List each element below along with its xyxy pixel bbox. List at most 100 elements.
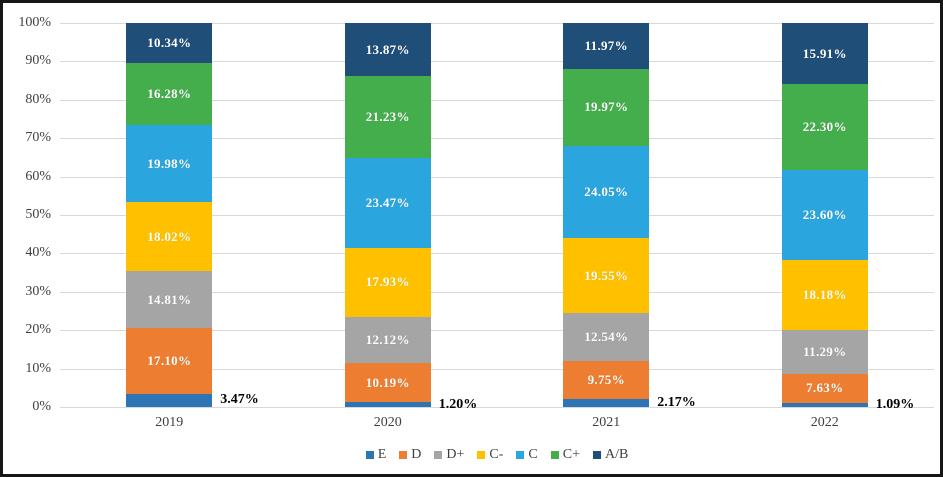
data-label: 10.34% [147,34,192,50]
gridline [60,176,934,178]
x-tick-label-2022: 2022 [810,415,839,430]
gridline [60,23,934,24]
segment-C-2019: 19.98% [126,125,213,202]
data-label: 18.02% [147,228,192,244]
x-tick-label-2019: 2019 [155,415,184,430]
stacked-bar-2021: 2.17% 9.75% 12.54% 19.55% 24.05% 19.97% 11.97% [563,23,696,410]
y-tick-label: 0% [32,399,51,414]
gridline [60,99,934,101]
segment-D+-2019: 14.81% [126,271,213,329]
data-label: 16.28% [147,86,192,102]
data-label: 23.47% [365,194,410,210]
y-tick-label: 100% [18,15,51,30]
y-tick-label: 60% [25,168,51,184]
legend-label: C [528,447,538,462]
legend-item-C: C [516,447,538,463]
segment-D+-2020: 12.12% [344,316,431,364]
data-label-outside: 2.17% [657,394,696,410]
segment-E-2019: 3.47% [126,392,259,407]
segment-E-2021: 2.17% [563,395,696,410]
bar-column-2022: 1.09% 7.63% 11.29% 18.18% 23.60% 22.30% 15.91% [716,23,935,412]
legend-item-E: E [365,447,387,463]
segment-C--2019: 18.02% [126,201,213,272]
segment-D+-2021: 12.54% [563,313,650,362]
data-label: 24.05% [584,183,629,199]
segment-C--2022: 18.18% [781,260,868,331]
legend-item-A/B: A/B [592,447,628,463]
data-label: 11.29% [803,343,847,359]
legend-item-C-: C- [477,447,503,463]
data-label: 14.81% [147,291,192,307]
bar-column-2021: 2.17% 9.75% 12.54% 19.55% 24.05% 19.97% 11.97% [497,23,716,410]
segment-D+-2022: 11.29% [781,330,868,374]
segment-D-2021: 9.75% [563,361,650,399]
legend-label: D [411,447,422,462]
gridline [60,407,934,408]
data-label: 18.18% [802,287,847,303]
segment-C+-2021: 19.97% [563,69,650,146]
legend-label: D+ [446,447,465,462]
y-tick-label: 10% [25,360,51,376]
segment-A/B-2020: 13.87% [344,23,431,77]
gridline [60,291,934,293]
gridline [60,368,934,370]
segment-A/B-2022: 15.91% [781,23,868,85]
legend-swatch-icon [550,451,559,459]
legend-label: E [377,447,387,462]
segment-A/B-2019: 10.34% [126,23,213,63]
data-label: 7.63% [806,380,844,396]
stacked-bar-2022: 1.09% 7.63% 11.29% 18.18% 23.60% 22.30% 15.91% [781,23,914,412]
y-tick-label: 20% [25,322,51,338]
data-label: 23.60% [802,207,847,223]
data-label-outside: 1.09% [875,396,915,412]
data-label: 12.12% [365,332,410,348]
data-label: 10.19% [365,374,410,390]
data-label: 17.93% [365,274,410,290]
data-label: 19.97% [584,99,629,115]
y-tick-label: 80% [25,91,51,107]
data-label: 15.91% [802,45,847,61]
plot-area: 3.47% 17.10% 14.81% 18.02% 19.98% 16.28% 10.34… [60,23,935,412]
gridline [60,61,934,63]
legend-swatch-icon [434,451,443,459]
y-tick-label: 40% [25,245,51,261]
x-tick-label-2021: 2021 [592,415,621,430]
legend-swatch-icon [399,451,408,459]
segment-C+-2020: 21.23% [344,76,431,158]
segment-D-2019: 17.10% [126,328,213,394]
y-tick-label: 70% [25,130,51,146]
legend-label: C+ [562,447,580,462]
segment-D-2020: 10.19% [344,363,431,403]
x-axis: 2019 2020 2021 2022 [60,415,934,431]
data-label: 22.30% [802,118,847,134]
legend-item-C+: C+ [550,447,580,463]
data-label: 12.54% [584,329,629,345]
segment-C--2021: 19.55% [563,238,650,314]
data-label: 19.98% [147,155,192,171]
gridline [60,215,934,216]
data-label: 13.87% [365,41,410,57]
segment-C-2022: 23.60% [781,169,868,261]
data-label: 21.23% [365,109,410,125]
segment-D-2022: 7.63% [781,373,868,403]
data-label-outside: 3.47% [220,392,259,408]
bar-column-2019: 3.47% 17.10% 14.81% 18.02% 19.98% 16.28% 10.34… [60,23,279,407]
segment-C-2020: 23.47% [344,157,431,248]
bars-container: 3.47% 17.10% 14.81% 18.02% 19.98% 16.28% 10.34… [60,23,935,412]
data-label: 9.75% [587,371,625,387]
data-label: 11.97% [584,38,628,54]
gridline [60,330,934,332]
stacked-bar-2019: 3.47% 17.10% 14.81% 18.02% 19.98% 16.28% 10.34… [126,23,259,407]
data-label: 17.10% [147,352,192,368]
legend-label: C- [489,447,504,462]
segment-A/B-2021: 11.97% [563,23,650,70]
gridline [60,138,934,140]
legend-swatch-icon [477,451,486,459]
data-label-outside: 1.20% [438,396,478,412]
segment-E-2020: 1.20% [344,397,477,412]
segment-C-2021: 24.05% [563,145,650,239]
gridline [60,253,934,255]
y-tick-label: 90% [25,53,51,69]
legend-item-D: D [399,447,421,463]
segment-C+-2019: 16.28% [126,62,213,126]
